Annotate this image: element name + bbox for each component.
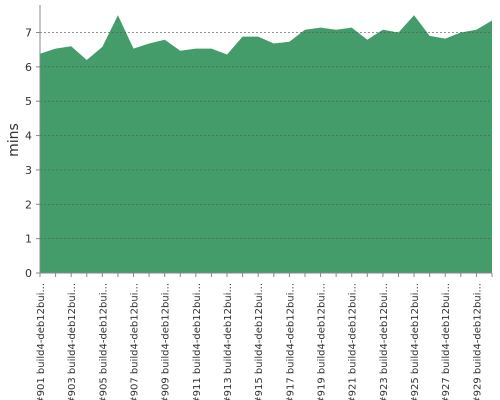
- x-tick-label: #909 build4-deb12bui...: [161, 283, 172, 400]
- x-tick-label: #923 build4-deb12bui...: [379, 283, 390, 400]
- x-tick-label: #927 build4-deb12bui...: [441, 283, 452, 400]
- x-tick-label: #907 build4-deb12bui...: [130, 283, 141, 400]
- y-tick-label: 0: [25, 267, 32, 280]
- y-tick-label: 2: [25, 198, 32, 211]
- y-tick-label: 5: [25, 95, 32, 108]
- y-axis-label: mins: [6, 123, 22, 157]
- x-tick-label: #917 build4-deb12bui...: [285, 283, 296, 400]
- y-tick-label: 3: [25, 164, 32, 177]
- y-tick-label: 6: [25, 61, 32, 74]
- y-tick-label: 7: [25, 26, 32, 39]
- x-tick-label: #903 build4-deb12bui...: [67, 283, 78, 400]
- y-tick-label: 4: [25, 130, 32, 143]
- x-tick-label: #921 build4-deb12bui...: [348, 283, 359, 400]
- x-tick-label: #929 build4-deb12bui...: [472, 283, 483, 400]
- x-tick-label: #911 build4-deb12bui...: [192, 283, 203, 400]
- y-tick-label: 1: [25, 233, 32, 246]
- x-tick-label: #913 build4-deb12bui...: [223, 283, 234, 400]
- x-tick-label: #915 build4-deb12bui...: [254, 283, 265, 400]
- x-tick-label: #901 build4-deb12bui...: [36, 283, 47, 400]
- x-tick-label: #905 build4-deb12bui...: [98, 283, 109, 400]
- x-tick-label: #919 build4-deb12bui...: [317, 283, 328, 400]
- area: [40, 15, 492, 274]
- x-tick-label: #925 build4-deb12bui...: [410, 283, 421, 400]
